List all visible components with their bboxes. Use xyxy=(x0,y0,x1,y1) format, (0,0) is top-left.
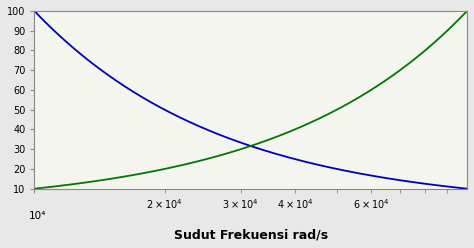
X-axis label: Sudut Frekuensi rad/s: Sudut Frekuensi rad/s xyxy=(173,228,328,241)
Text: 10⁴: 10⁴ xyxy=(29,211,46,221)
